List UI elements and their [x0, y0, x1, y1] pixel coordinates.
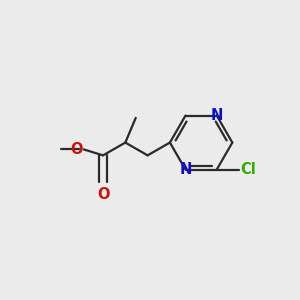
Text: N: N [211, 108, 223, 123]
Text: N: N [179, 162, 192, 177]
Text: O: O [70, 142, 83, 157]
Text: Cl: Cl [240, 162, 256, 177]
Text: O: O [97, 188, 109, 202]
